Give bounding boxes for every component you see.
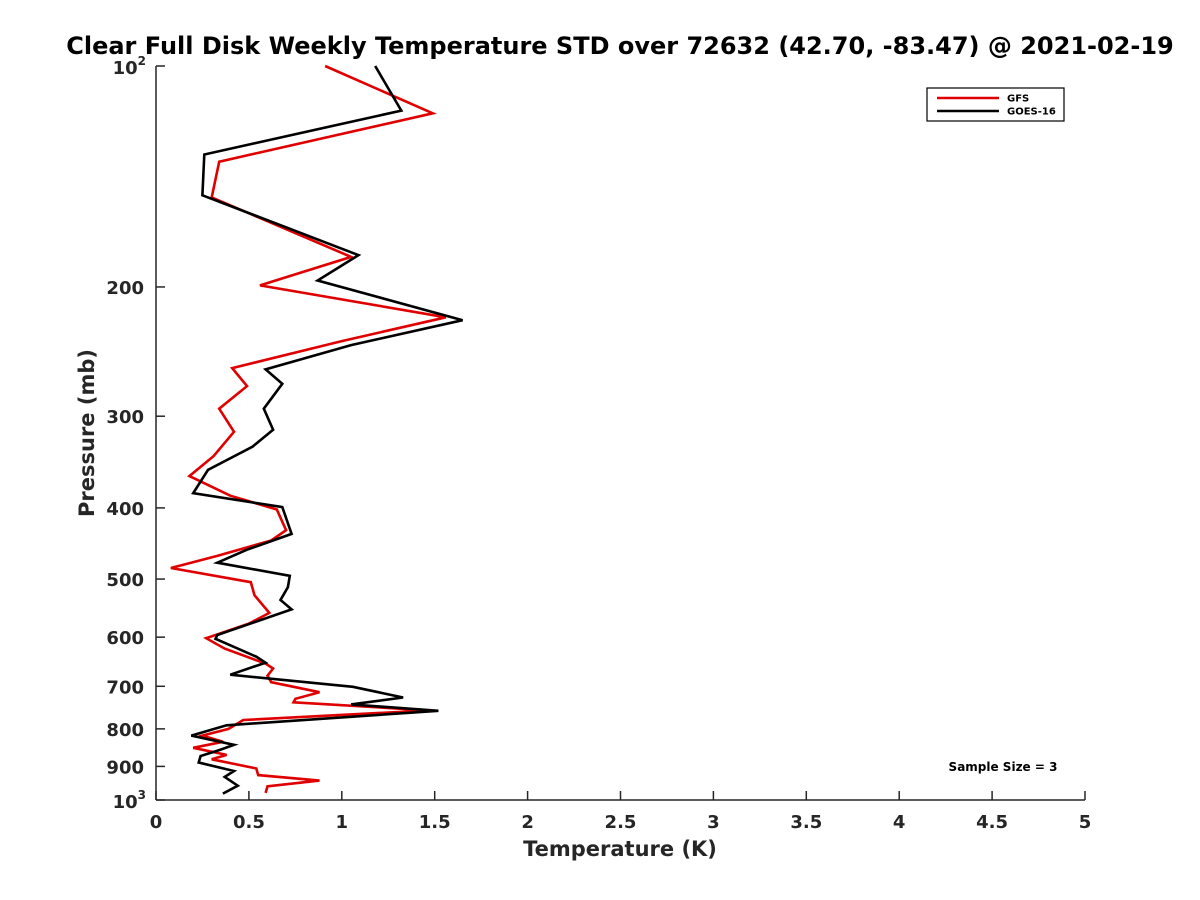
legend: GFS GOES-16 <box>926 87 1065 122</box>
chart-title: Clear Full Disk Weekly Temperature STD o… <box>66 32 1174 60</box>
y-tick-label: 103 <box>113 788 146 813</box>
x-tick-label: 1 <box>336 812 349 833</box>
y-tick-label: 400 <box>106 499 144 520</box>
x-tick-label: 2.5 <box>605 812 637 833</box>
y-tick-label: 500 <box>106 570 144 591</box>
y-tick-label: 102 <box>113 54 146 79</box>
series-line-gfs <box>170 64 447 794</box>
sample-size-annotation: Sample Size = 3 <box>949 760 1058 774</box>
x-axis-label: Temperature (K) <box>523 837 717 861</box>
y-axis-label: Pressure (mb) <box>75 349 99 517</box>
y-tick-label: 600 <box>106 628 144 649</box>
series-lines <box>170 64 463 795</box>
y-tick-label: 800 <box>106 720 144 741</box>
y-tick-label: 900 <box>106 757 144 778</box>
x-tick-label: 3 <box>707 812 720 833</box>
x-tick-label: 0 <box>150 812 163 833</box>
series-line-goes-16 <box>190 65 463 795</box>
x-tick-label: 2 <box>521 812 534 833</box>
x-tick-label: 4 <box>893 812 906 833</box>
legend-label-gfs: GFS <box>1007 94 1029 105</box>
legend-box <box>926 87 1065 122</box>
y-tick-label: 700 <box>106 677 144 698</box>
legend-label-goes-16: GOES-16 <box>1007 107 1056 118</box>
x-tick-label: 4.5 <box>976 812 1008 833</box>
x-tick-label: 3.5 <box>790 812 822 833</box>
plot-axes: 0 0.5 1 1.5 2 2.5 3 3.5 4 4.5 5 102 200 300 400 500 600 7… <box>106 54 1091 833</box>
x-tick-label: 5 <box>1079 812 1092 833</box>
x-tick-label: 0.5 <box>233 812 265 833</box>
x-tick-label: 1.5 <box>419 812 451 833</box>
y-tick-label: 300 <box>106 407 144 428</box>
y-tick-label: 200 <box>106 278 144 299</box>
